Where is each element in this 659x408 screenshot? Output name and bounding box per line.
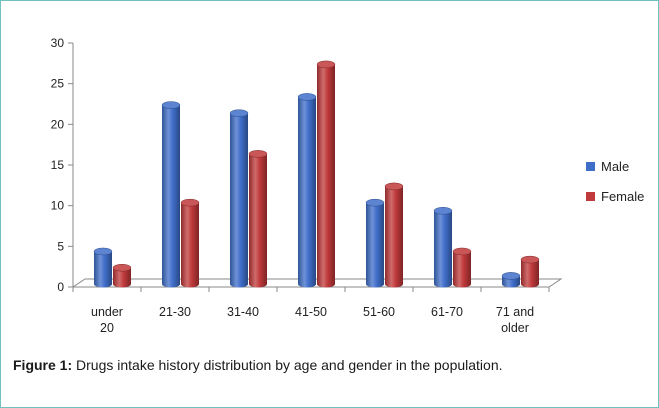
- bar-top: [384, 182, 404, 191]
- x-category-label: 61-70: [431, 305, 463, 319]
- bar-female-4: [384, 182, 404, 288]
- bar-top: [501, 272, 521, 280]
- x-category-label-line: under: [91, 305, 123, 319]
- bar-body: [230, 113, 248, 288]
- bar-male-4: [365, 198, 385, 288]
- bar-body: [366, 202, 384, 288]
- legend-label-male: Male: [601, 159, 629, 174]
- bar-top: [297, 93, 317, 101]
- legend-swatch-male: [586, 162, 595, 171]
- legend-swatch-female: [586, 192, 595, 201]
- bar-body: [162, 105, 180, 288]
- bar-body: [317, 64, 335, 288]
- bar-body: [521, 259, 539, 288]
- bar-body: [298, 96, 316, 288]
- y-tick-label: 15: [51, 158, 65, 172]
- bar-female-5: [452, 247, 472, 288]
- bar-body: [385, 186, 403, 288]
- bar-top: [180, 198, 200, 207]
- legend-label-female: Female: [601, 189, 644, 204]
- x-category-label: 31-40: [227, 305, 259, 319]
- x-category-label: under 20: [91, 305, 123, 335]
- bar-female-3: [316, 60, 336, 288]
- x-category-label-line: 51-60: [363, 305, 395, 319]
- bar-female-0: [112, 263, 132, 288]
- bar-female-6: [520, 255, 540, 288]
- y-tick-label: 5: [57, 239, 64, 253]
- x-category-label-line: 41-50: [295, 305, 327, 319]
- bar-top: [365, 198, 385, 207]
- bar-male-6: [501, 272, 521, 288]
- bar-body: [249, 153, 267, 288]
- y-tick-label: 30: [51, 36, 65, 50]
- bar-male-3: [297, 93, 317, 288]
- x-category-label: 41-50: [295, 305, 327, 319]
- y-tick-label: 0: [57, 280, 64, 294]
- bar-top: [248, 150, 268, 158]
- bar-top: [112, 263, 132, 272]
- figure-caption: Figure 1: Drugs intake history distribut…: [13, 356, 647, 375]
- bar-male-1: [161, 101, 181, 288]
- bar-top: [161, 101, 181, 109]
- bar-male-5: [433, 207, 453, 288]
- caption-text: Drugs intake history distribution by age…: [72, 357, 503, 373]
- bar-chart: 0 5 10 15 20 25 30 under 20 21-30 31-40 41-50 51-60 6…: [51, 36, 645, 335]
- bar-top: [433, 207, 453, 215]
- bar-female-1: [180, 198, 200, 288]
- x-category-label-line: 71 and: [496, 305, 534, 319]
- bar-top: [229, 109, 249, 117]
- x-category-label: 21-30: [159, 305, 191, 319]
- bar-male-0: [93, 247, 113, 288]
- bar-body: [181, 202, 199, 288]
- x-category-label-line: 21-30: [159, 305, 191, 319]
- bar-body: [434, 210, 452, 288]
- y-tick-label: 10: [51, 199, 65, 213]
- y-tick-label: 20: [51, 117, 65, 131]
- x-category-label-line: 20: [100, 321, 114, 335]
- x-category-label: 51-60: [363, 305, 395, 319]
- bar-body: [453, 251, 471, 288]
- x-category-label-line: 61-70: [431, 305, 463, 319]
- bar-male-2: [229, 109, 249, 288]
- caption-label: Figure 1:: [13, 357, 73, 373]
- x-category-label-line: older: [501, 321, 529, 335]
- x-category-label: 71 and older: [496, 305, 534, 335]
- bar-body: [94, 251, 112, 288]
- bar-female-2: [248, 150, 268, 288]
- bar-top: [316, 60, 336, 69]
- bar-top: [93, 247, 113, 256]
- bar-top: [520, 255, 540, 264]
- x-category-label-line: 31-40: [227, 305, 259, 319]
- bar-body: [113, 267, 131, 288]
- bar-top: [452, 247, 472, 256]
- y-tick-label: 25: [51, 77, 65, 91]
